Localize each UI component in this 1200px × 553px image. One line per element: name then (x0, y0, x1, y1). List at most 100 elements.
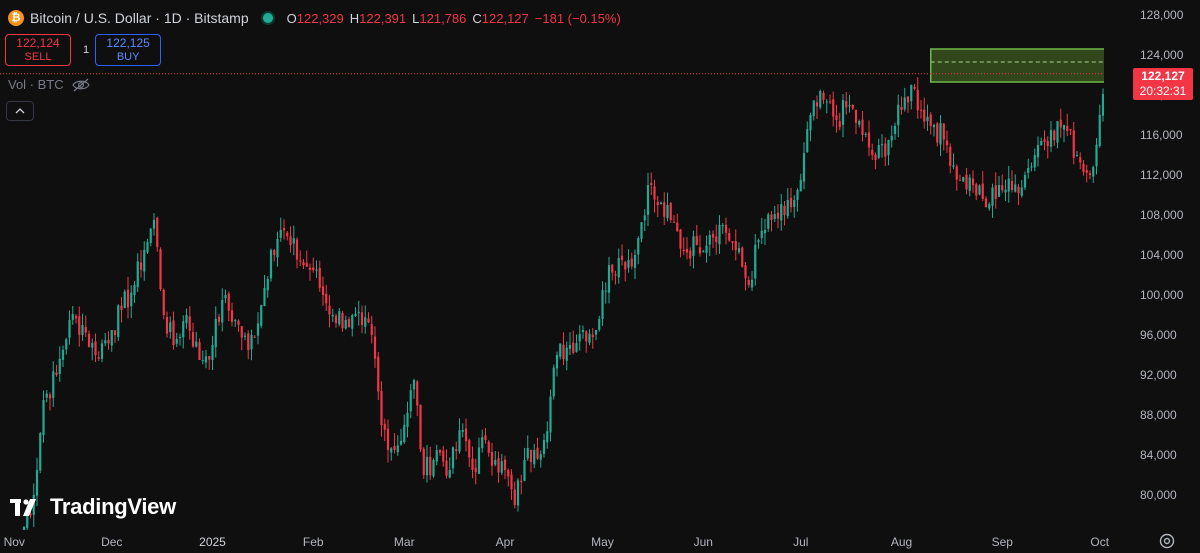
buy-price: 122,125 (106, 36, 150, 50)
candle-body (926, 116, 929, 122)
candle-body (1072, 130, 1075, 158)
candle-body (1033, 155, 1036, 168)
high-value: 122,391 (359, 10, 407, 26)
candle-body (468, 440, 471, 458)
candle-body (360, 312, 364, 325)
candle-body (1088, 173, 1092, 175)
ohlc-high: H122,391 (350, 11, 406, 26)
candle-body (812, 100, 815, 117)
candle-body (656, 202, 659, 205)
candle-body (253, 336, 256, 338)
candle-body (380, 390, 383, 425)
candle-body (783, 205, 786, 215)
buy-button[interactable]: 122,125 BUY (95, 34, 162, 66)
candle-body (364, 317, 367, 327)
time-axis[interactable]: Nov Dec 2025 Feb Mar Apr May Jun Jul Aug Sep Oct (0, 530, 1110, 553)
candle-body (149, 228, 152, 243)
candle-body (825, 101, 828, 103)
candle-body (240, 326, 243, 338)
sell-price: 122,124 (16, 36, 60, 50)
candle-body (880, 144, 884, 146)
price-zone-box[interactable] (930, 48, 1104, 83)
price-tick-label: 96,000 (1140, 328, 1177, 342)
candle-body (91, 343, 94, 348)
candle-body (1017, 186, 1020, 194)
candle-body (55, 372, 58, 375)
price-axis[interactable]: 128,000124,000120,000116,000112,000108,0… (1104, 0, 1200, 530)
candle-body (318, 267, 321, 288)
candle-body (598, 319, 601, 330)
candle-body (724, 224, 728, 233)
candle-body (42, 400, 45, 435)
candle-body (1001, 185, 1004, 191)
candle-body (637, 238, 640, 255)
candle-body (500, 461, 503, 473)
candle-body (744, 265, 747, 279)
candle-body (97, 357, 100, 359)
candle-body (562, 344, 565, 360)
candle-body (695, 235, 698, 245)
candle-body (448, 470, 451, 478)
candle-body (968, 177, 971, 191)
candle-body (997, 185, 1001, 197)
ohlc-close: C122,127 (472, 11, 528, 26)
candle-body (773, 214, 776, 219)
candle-body (497, 458, 500, 473)
candle-body (422, 448, 425, 475)
candle-body (978, 185, 981, 195)
candle-body (510, 474, 513, 490)
candle-body (666, 205, 669, 219)
candle-body (776, 212, 780, 219)
candle-body (432, 459, 435, 477)
settings-gear-icon[interactable] (1158, 532, 1176, 550)
hidden-eye-icon[interactable] (71, 78, 90, 92)
candle-body (406, 412, 409, 427)
candle-body (672, 221, 676, 223)
candle-body (471, 458, 474, 470)
candle-body (1049, 130, 1053, 147)
candle-body (256, 323, 260, 336)
candle-body (48, 394, 52, 399)
candle-body (747, 280, 750, 285)
tradingview-watermark: TradingView (10, 494, 176, 520)
candle-body (243, 335, 247, 337)
candle-body (169, 322, 172, 332)
candle-body (195, 341, 198, 347)
price-tick-label: 100,000 (1140, 288, 1184, 302)
candle-body (152, 220, 156, 229)
candle-body (549, 396, 552, 433)
candle-body (565, 347, 568, 361)
candle-body (536, 447, 539, 459)
candle-body (354, 313, 357, 316)
candle-body (975, 184, 978, 196)
candle-body (646, 185, 650, 215)
candle-body (897, 104, 900, 126)
last-price-label: 122,127 20:32:31 (1133, 68, 1193, 100)
candle-body (178, 336, 182, 338)
candle-body (942, 123, 945, 140)
time-tick-label: Nov (3, 535, 25, 549)
candle-body (461, 430, 464, 432)
collapse-legend-button[interactable] (6, 101, 34, 121)
candle-body (1101, 94, 1104, 116)
candle-body (815, 102, 819, 107)
symbol-title[interactable]: Bitcoin / U.S. Dollar · 1D · Bitstamp (30, 10, 249, 26)
candle-body (117, 305, 120, 338)
candlestick-chart[interactable] (0, 0, 1104, 530)
candle-body (1036, 145, 1040, 158)
candle-body (237, 320, 240, 325)
candle-body (494, 460, 497, 465)
plot-area[interactable] (0, 0, 1104, 530)
candle-body (94, 341, 97, 355)
time-tick-label: May (591, 535, 614, 549)
candle-body (958, 179, 962, 181)
candle-body (861, 119, 864, 135)
candle-body (1010, 180, 1014, 190)
sell-button[interactable]: 122,124 SELL (5, 34, 71, 66)
candle-body (864, 133, 867, 135)
candle-body (555, 355, 559, 369)
candle-body (981, 183, 984, 199)
candle-body (1004, 189, 1007, 193)
volume-label[interactable]: Vol · BTC (8, 77, 64, 92)
bitcoin-icon: ₿ (8, 10, 24, 26)
